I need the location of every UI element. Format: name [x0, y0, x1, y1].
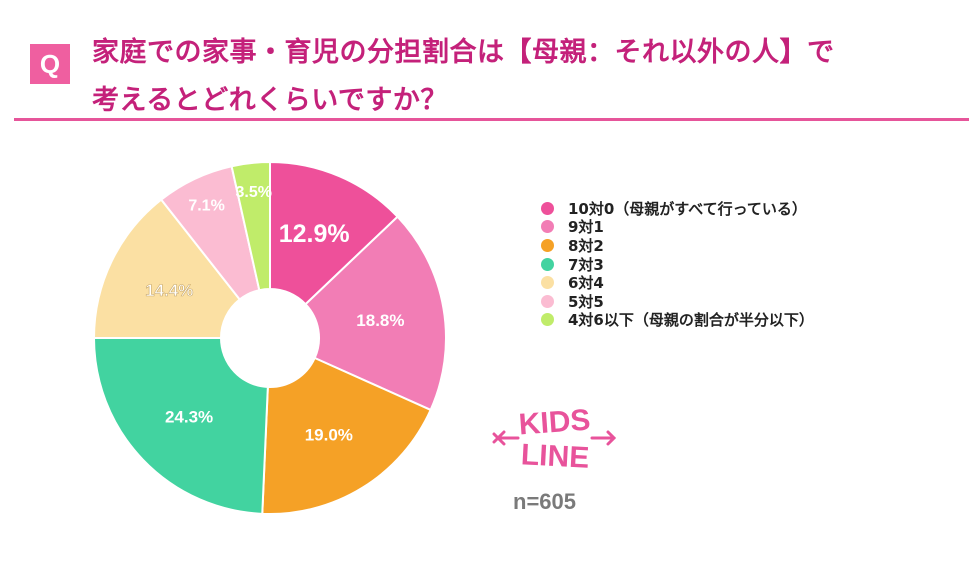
slice-label: 19.0%: [305, 425, 353, 444]
legend-swatch: [541, 276, 554, 290]
legend-item: 5対5: [541, 292, 814, 311]
legend-swatch: [541, 238, 554, 252]
legend-swatch: [541, 257, 554, 271]
legend-swatch: [541, 220, 554, 234]
legend-item: 10対0（母親がすべて行っている）: [541, 199, 814, 218]
slice-label: 7.1%: [188, 197, 224, 214]
title-divider: [14, 118, 969, 121]
chart-legend: 10対0（母親がすべて行っている） 9対1 8対2 7対3 6対4 5対5 4対6以下（母親…: [541, 199, 814, 329]
legend-swatch: [541, 313, 554, 327]
legend-label: 10対0（母親がすべて行っている）: [568, 199, 807, 218]
pie-slice: [269, 160, 399, 306]
question-title-line-1: 家庭での家事・育児の分担割合は【母親：それ以外の人】で: [92, 37, 835, 68]
legend-label: 7対3: [568, 255, 604, 274]
question-title-line-2: 考えるとどれくらいですか？: [92, 85, 448, 116]
pie-slice: [261, 356, 432, 515]
legend-item: 4対6以下（母親の割合が半分以下）: [541, 311, 814, 330]
legend-item: 7対3: [541, 255, 814, 274]
sample-size: n=605: [513, 489, 576, 514]
legend-label: 4対6以下（母親の割合が半分以下）: [568, 311, 814, 330]
legend-item: 8対2: [541, 236, 814, 255]
legend-item: 9対1: [541, 218, 814, 237]
legend-label: 8対2: [568, 236, 604, 255]
slice-label: 14.4%: [145, 281, 193, 300]
pie-slice: [230, 160, 271, 292]
logo-line: LINE: [520, 438, 590, 475]
legend-label: 6対4: [568, 274, 604, 293]
pie-slice: [92, 198, 242, 339]
legend-label: 5対5: [568, 292, 604, 311]
slice-label: 18.8%: [356, 311, 404, 330]
question-badge: Q: [30, 44, 70, 84]
slice-label: 24.3%: [165, 407, 213, 426]
legend-swatch: [541, 201, 554, 215]
pie-slice: [92, 337, 269, 515]
pie-slice: [304, 215, 447, 412]
legend-label: 9対1: [568, 218, 604, 237]
slice-label: 12.9%: [279, 220, 350, 248]
legend-swatch: [541, 294, 554, 308]
legend-item: 6対4: [541, 273, 814, 292]
slice-label: 3.5%: [236, 184, 272, 201]
kidsline-logo: KIDS LINE: [492, 404, 617, 475]
logo-kids: KIDS: [518, 404, 592, 442]
